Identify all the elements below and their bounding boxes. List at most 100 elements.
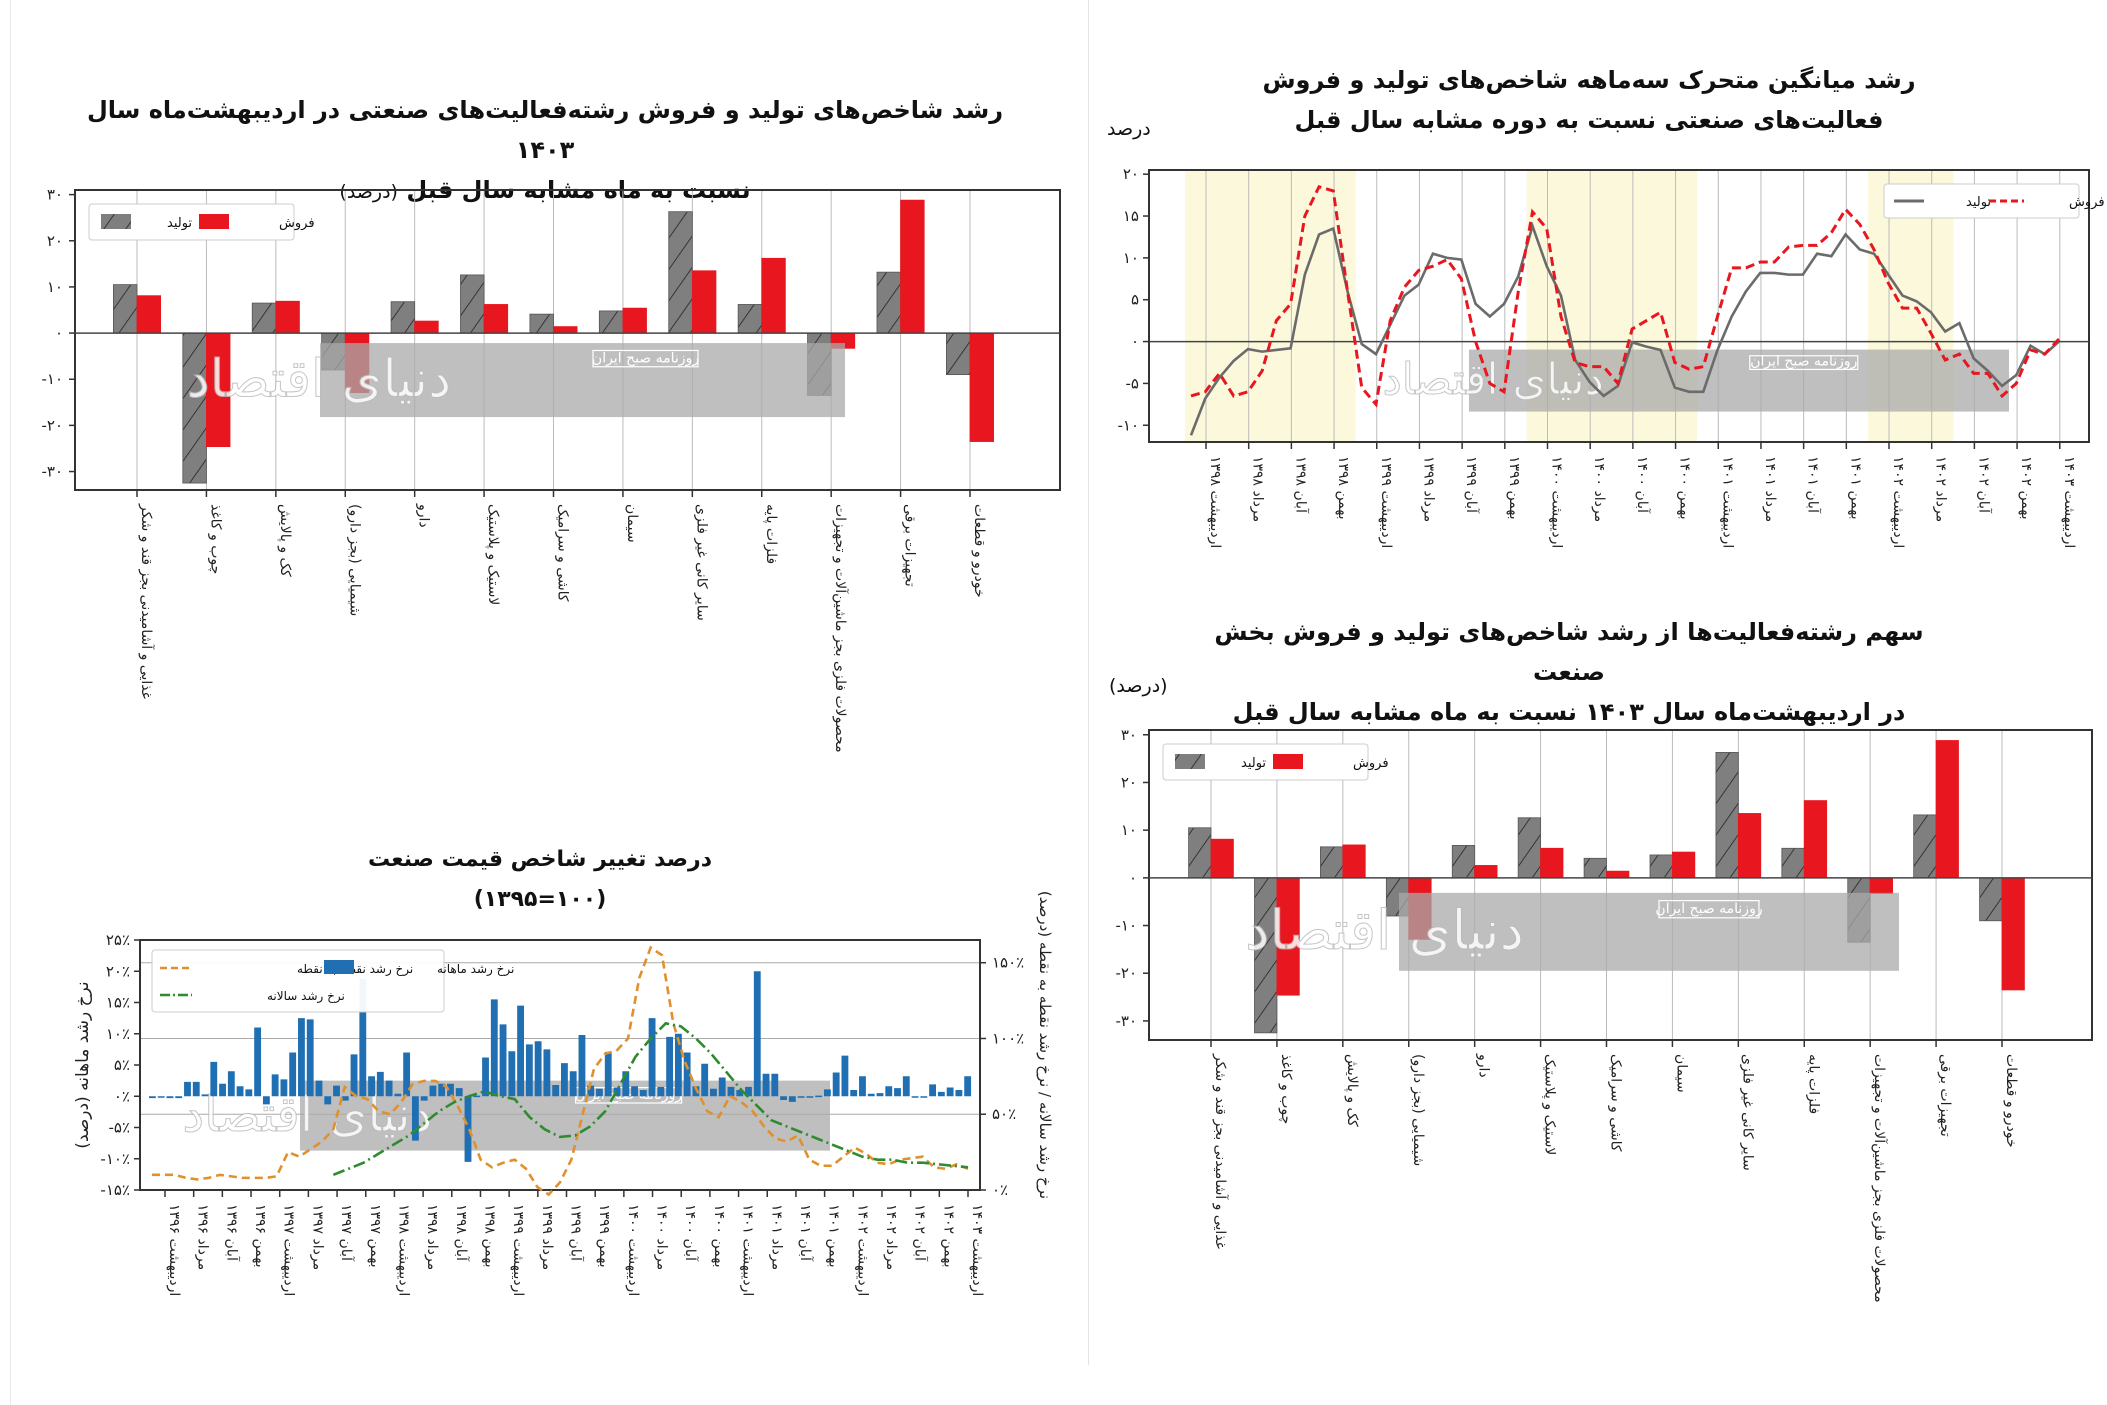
x-tick-label: بهمن ۱۳۹۹ [596, 1204, 612, 1268]
bar-monthly [745, 1086, 752, 1097]
bar-monthly [736, 1090, 744, 1097]
legend-label-sales: فروش [1353, 756, 1389, 771]
y-tick-label: ۱۰ [1121, 821, 1137, 839]
x-tick-label: اردیبهشت ۱۴۰۰ [625, 1204, 641, 1296]
watermark-brand: دنیای اقتصاد [1382, 355, 1604, 405]
x-tick-label: آبان ۱۴۰۱ [1805, 456, 1822, 514]
bar-monthly [403, 1052, 411, 1097]
bar-monthly [683, 1052, 691, 1097]
bar-sales [1342, 844, 1366, 879]
moving-average-chart: اردیبهشت ۱۳۹۸ مرداد ۱۳۹۸ آبان ۱۳۹۸ بهمن ۱۳۹… [1117, 165, 2104, 548]
bar-monthly [157, 1096, 165, 1098]
bar-monthly [561, 1063, 568, 1097]
bar-monthly [306, 1019, 314, 1097]
y-tick-label: -۲۰ [41, 416, 63, 434]
title-line-2: در اردیبهشت‌ماه سال ۱۴۰۳ نسبت به ماه مشا… [1232, 698, 1906, 726]
x-tick-label: تجهیزات برقی [902, 504, 918, 587]
x-tick-label: اردیبهشت ۱۴۰۳ [969, 1204, 985, 1296]
line-production [1189, 221, 2060, 436]
watermark-box [1399, 892, 1899, 971]
bar-monthly [867, 1093, 875, 1097]
x-tick-label: اردیبهشت ۱۳۹۹ [1378, 456, 1394, 548]
x-tick-label: اردیبهشت ۱۳۹۹ [510, 1204, 526, 1296]
bar-monthly [788, 1096, 796, 1102]
price-index-chart: ۲۵٪ ۲۰٪ ۱۵٪ ۱۰٪ ۵٪ ۰٪ -۵٪ -۱۰٪ -۱۵٪ ۱۵۰٪ ۱۰۰٪ ۵۰٪ ۰٪… [73, 891, 1054, 1296]
y-tick-label: -۱۰ [1117, 416, 1139, 434]
bar-sales [275, 300, 300, 334]
x-tick-label: بهمن ۱۴۰۲ [2018, 456, 2034, 520]
y-tick-label: -۵ [1126, 374, 1139, 392]
x-tick-label: اردیبهشت ۱۳۹۸ [1207, 456, 1223, 548]
bar-monthly [780, 1096, 787, 1100]
plot-frame [1148, 169, 2090, 443]
bar-monthly [727, 1086, 735, 1097]
bar-production [1320, 846, 1344, 879]
bar-production [1979, 877, 2003, 922]
x-tick-label: دارو [416, 503, 432, 528]
legend-box [1883, 183, 2080, 219]
sector-growth-chart: ۳۰ ۲۰ ۱۰ ۰ -۱۰ -۲۰ -۳۰ دنیای اقتصاد روزنامه صبح … [41, 186, 1061, 753]
x-tick-label: بهمن ۱۴۰۲ [940, 1204, 956, 1268]
bar-monthly [499, 1024, 507, 1097]
bar-monthly [447, 1083, 454, 1097]
bar-monthly [815, 1095, 823, 1098]
bar-production [1781, 847, 1805, 879]
x-tick-label: آبان ۱۳۹۸ [1292, 456, 1309, 514]
y-tick-label-right: ۱۰۰٪ [992, 1029, 1024, 1047]
bar-production [112, 284, 138, 334]
bar-monthly [394, 1093, 402, 1097]
x-tick-label: اردیبهشت ۱۴۰۰ [1549, 456, 1565, 548]
bar-sales [1935, 740, 1959, 879]
y-tick-label-left: ۲۰٪ [106, 962, 130, 980]
bar-monthly [473, 1095, 481, 1098]
legend-label-point: نرخ رشد نقطه به نقطه [297, 962, 413, 977]
bar-monthly [964, 1076, 972, 1097]
legend-swatch-production [101, 214, 131, 229]
x-tick-label: بهمن ۱۴۰۱ [1847, 456, 1863, 520]
x-tick-label: کک و پالایش [1344, 1054, 1360, 1127]
watermark-box [1469, 349, 2009, 412]
bar-monthly [902, 1076, 910, 1097]
bar-monthly [455, 1088, 463, 1097]
bar-sales [1474, 865, 1498, 879]
bar-monthly [639, 1090, 647, 1097]
x-tick-label: بهمن ۱۳۹۷ [367, 1204, 383, 1268]
bar-monthly [376, 1071, 384, 1097]
y-tick-label: ۳۰ [1121, 726, 1137, 744]
watermark-box [320, 343, 845, 418]
x-tick-label: غذایی و آشامیدنی بجز قند و شکر [138, 503, 155, 699]
x-tick-label: خودرو و قطعات [971, 504, 987, 598]
legend-label-annual: نرخ رشد سالانه [267, 989, 345, 1004]
bar-monthly [841, 1055, 849, 1097]
x-tick-label: خودرو و قطعات [2003, 1054, 2019, 1148]
bar-monthly [552, 1085, 560, 1097]
bar-monthly [227, 1071, 235, 1097]
bar-monthly [692, 1086, 700, 1097]
x-tick-label: آبان ۱۳۹۹ [1463, 456, 1480, 514]
bar-monthly [333, 1085, 340, 1097]
bar-monthly [245, 1089, 253, 1097]
x-tick-label: بهمن ۱۳۹۹ [1506, 456, 1522, 520]
y-tick-label-left: ۲۵٪ [106, 931, 130, 949]
y-tick-label: ۱۵ [1123, 207, 1139, 225]
y-unit-label: درصد [1107, 118, 1151, 140]
bar-production [1583, 857, 1607, 879]
bar-sales [969, 332, 995, 442]
legend-label-production: تولید [1241, 756, 1266, 771]
bar-sales [553, 326, 578, 334]
bar-monthly [911, 1096, 919, 1098]
x-tick-label: بهمن ۱۳۹۸ [1335, 456, 1351, 520]
panel-sector-contribution: سهم رشته‌فعالیت‌ها از رشد شاخص‌های تولید… [1089, 600, 2107, 1405]
x-tick-label: آبان ۱۴۰۰ [1634, 456, 1651, 514]
x-tick-label: آبان ۱۳۹۸ [453, 1204, 470, 1262]
y-tick-label-left: -۱۰٪ [100, 1150, 130, 1168]
x-tick-label: بهمن ۱۴۰۱ [826, 1204, 842, 1268]
bar-monthly [718, 1077, 726, 1097]
bar-production [945, 332, 971, 376]
legend-swatch-production [1175, 754, 1205, 769]
title-line-1: رشد شاخص‌های تولید و فروش رشته‌فعالیت‌ها… [86, 96, 1004, 164]
bar-monthly [210, 1061, 218, 1097]
bar-sales [761, 257, 786, 334]
x-tick-label: مرداد ۱۳۹۹ [1420, 456, 1436, 522]
x-tick-label: مرداد ۱۳۹۷ [309, 1204, 325, 1270]
